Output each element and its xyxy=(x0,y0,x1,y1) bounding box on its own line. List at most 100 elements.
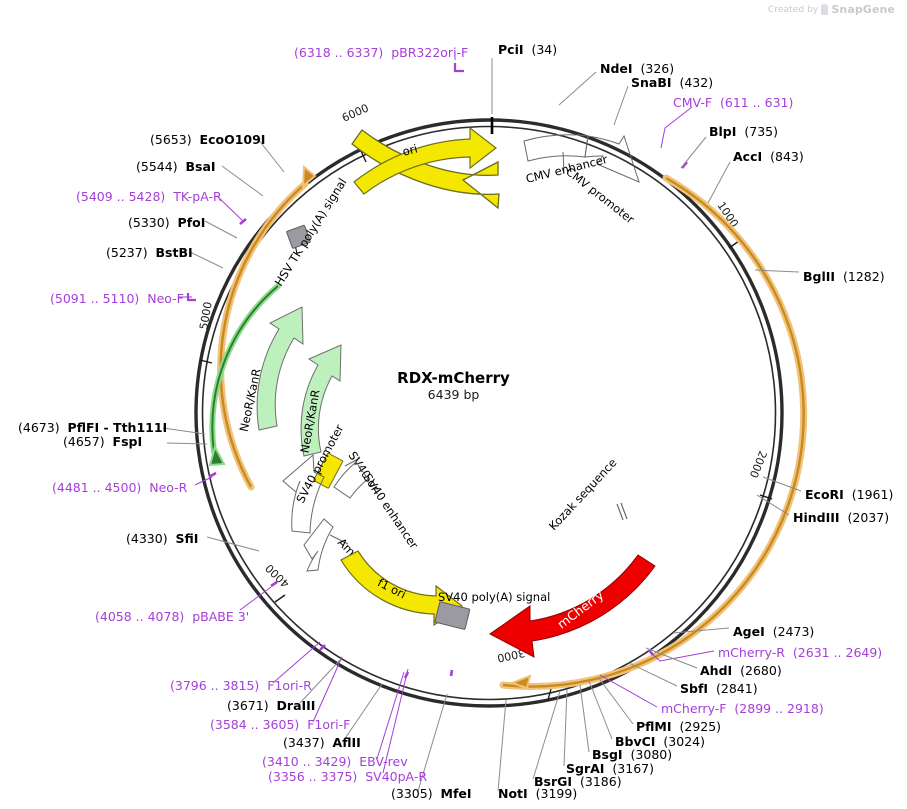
map-label-aflii[interactable]: (3437) AflII xyxy=(283,736,361,750)
orange-annotation-arc xyxy=(499,174,808,691)
label-position: (3186) xyxy=(580,774,622,789)
enzyme-name: NotI xyxy=(498,786,528,801)
svg-text:2000: 2000 xyxy=(747,449,770,480)
map-label-draiii[interactable]: (3671) DraIII xyxy=(227,699,315,713)
map-label-sbfi[interactable]: SbfI (2841) xyxy=(680,682,758,696)
enzyme-name: PfoI xyxy=(177,215,206,230)
enzyme-name: MfeI xyxy=(440,786,472,801)
enzyme-name: PciI xyxy=(498,42,524,57)
map-label-mcherry-f[interactable]: mCherry-F (2899 .. 2918) xyxy=(661,702,824,716)
enzyme-name: DraIII xyxy=(276,698,316,713)
primer-name: mCherry-F xyxy=(661,701,727,716)
map-label-bbvci[interactable]: BbvCI (3024) xyxy=(615,735,705,749)
map-label-sv40pa-r[interactable]: (3356 .. 3375) SV40pA-R xyxy=(268,770,427,784)
label-position: (611 .. 631) xyxy=(720,95,794,110)
label-position: (735) xyxy=(744,124,778,139)
svg-text:4000: 4000 xyxy=(263,561,292,590)
enzyme-name: BsgI xyxy=(592,747,623,762)
map-label-ecori[interactable]: EcoRI (1961) xyxy=(805,488,893,502)
label-position: (4330) xyxy=(126,531,168,546)
label-position: (5237) xyxy=(106,245,148,260)
map-label-sfii[interactable]: (4330) SfiI xyxy=(126,532,198,546)
map-label-sgrai[interactable]: SgrAI (3167) xyxy=(566,762,654,776)
map-label-noti[interactable]: NotI (3199) xyxy=(498,787,577,801)
feature-label-cmv-enhancer: CMV enhancer xyxy=(524,152,609,186)
map-label-snabi[interactable]: SnaBI (432) xyxy=(631,76,713,90)
primer-name: SV40pA-R xyxy=(365,769,428,784)
map-label-ndei[interactable]: NdeI (326) xyxy=(600,62,674,76)
backbone-circle xyxy=(194,118,784,708)
map-label-f1ori-r[interactable]: (3796 .. 3815) F1ori-R xyxy=(170,679,312,693)
svg-text:3000: 3000 xyxy=(496,646,526,665)
label-position: (2473) xyxy=(772,624,815,639)
enzyme-name: BstBI xyxy=(155,245,193,260)
label-position: (3584 .. 3605) xyxy=(210,717,300,732)
map-label-ecoo109i[interactable]: (5653) EcoO109I xyxy=(150,133,265,147)
label-position: (2037) xyxy=(847,510,890,525)
label-position: (3080) xyxy=(630,747,673,762)
watermark-prefix: Created by xyxy=(767,4,819,15)
map-label-ahdi[interactable]: AhdI (2680) xyxy=(700,664,782,678)
map-label-pfoi[interactable]: (5330) PfoI xyxy=(128,216,205,230)
label-position: (4058 .. 4078) xyxy=(95,609,185,624)
map-label-cmv-f[interactable]: CMV-F (611 .. 631) xyxy=(673,96,793,110)
map-label-pcii[interactable]: PciI (34) xyxy=(498,43,557,57)
label-position: (5330) xyxy=(128,215,170,230)
enzyme-name: AflII xyxy=(332,735,361,750)
map-label-acci[interactable]: AccI (843) xyxy=(733,150,804,164)
enzyme-name: EcoO109I xyxy=(199,132,266,147)
map-label-pbr322ori-f[interactable]: (6318 .. 6337) pBR322ori-F xyxy=(294,46,468,60)
plasmid-size: 6439 bp xyxy=(427,387,480,402)
label-position: (5091 .. 5110) xyxy=(50,291,140,306)
primer-name: F1ori-F xyxy=(307,717,351,732)
enzyme-name: PflMI xyxy=(636,719,672,734)
snapgene-watermark: Created by SnapGene xyxy=(768,3,895,16)
map-label-hindiii[interactable]: HindIII (2037) xyxy=(793,511,889,525)
map-label-bstbi[interactable]: (5237) BstBI xyxy=(106,246,193,260)
label-position: (2925) xyxy=(679,719,722,734)
enzyme-name: BbvCI xyxy=(615,734,656,749)
map-label-tk-pa-r[interactable]: (5409 .. 5428) TK-pA-R xyxy=(76,190,222,204)
primer-name: Neo-F xyxy=(147,291,184,306)
feature-label-sv40-enhancer: SV40 enhancer xyxy=(361,471,422,552)
plasmid-name: RDX-mCherry xyxy=(397,369,510,387)
orange-neo-arc xyxy=(217,164,317,491)
map-label-pbabe3[interactable]: (4058 .. 4078) pBABE 3' xyxy=(95,610,249,624)
label-position: (6318 .. 6337) xyxy=(294,45,384,60)
map-label-bglii[interactable]: BglII (1282) xyxy=(803,270,885,284)
primer-name: pBR322ori-F xyxy=(391,45,469,60)
enzyme-name: NdeI xyxy=(600,61,633,76)
map-label-mcherry-r[interactable]: mCherry-R (2631 .. 2649) xyxy=(718,646,882,660)
enzyme-name: HindIII xyxy=(793,510,840,525)
label-position: (4657) xyxy=(63,434,105,449)
feature-label-hsv-tk-polya: HSV TK poly(A) signal xyxy=(272,176,350,289)
map-label-pflmi[interactable]: PflMI (2925) xyxy=(636,720,721,734)
label-position: (3024) xyxy=(663,734,705,749)
label-position: (5409 .. 5428) xyxy=(76,189,166,204)
map-label-pflfi-tth111i[interactable]: (4673) PflFI - Tth111I xyxy=(18,421,167,435)
map-label-f1ori-f[interactable]: (3584 .. 3605) F1ori-F xyxy=(210,718,350,732)
map-label-blpi[interactable]: BlpI (735) xyxy=(709,125,778,139)
map-label-neo-r[interactable]: (4481 .. 4500) Neo-R xyxy=(52,481,187,495)
label-position: (3671) xyxy=(227,698,269,713)
map-label-mfei[interactable]: (3305) MfeI xyxy=(391,787,472,801)
map-label-fspi[interactable]: (4657) FspI xyxy=(63,435,142,449)
map-label-bsrgi[interactable]: BsrGI (3186) xyxy=(534,775,622,789)
map-label-neo-f[interactable]: (5091 .. 5110) Neo-F xyxy=(50,292,184,306)
map-label-ebv-rev[interactable]: (3410 .. 3429) EBV-rev xyxy=(262,755,408,769)
label-position: (1961) xyxy=(851,487,894,502)
enzyme-name: AgeI xyxy=(733,624,765,639)
feature-mcherry: mCherry xyxy=(489,554,656,658)
label-position: (5544) xyxy=(136,159,178,174)
enzyme-name: SnaBI xyxy=(631,75,672,90)
label-position: (3410 .. 3429) xyxy=(262,754,352,769)
green-neo-arc xyxy=(208,283,281,467)
map-label-agei[interactable]: AgeI (2473) xyxy=(733,625,814,639)
map-label-bsai[interactable]: (5544) BsaI xyxy=(136,160,216,174)
map-label-bsgi[interactable]: BsgI (3080) xyxy=(592,748,672,762)
feature-neor-kanr-2: NeoR/KanR xyxy=(298,344,342,457)
primer-name: TK-pA-R xyxy=(173,189,222,204)
primer-name: EBV-rev xyxy=(359,754,408,769)
